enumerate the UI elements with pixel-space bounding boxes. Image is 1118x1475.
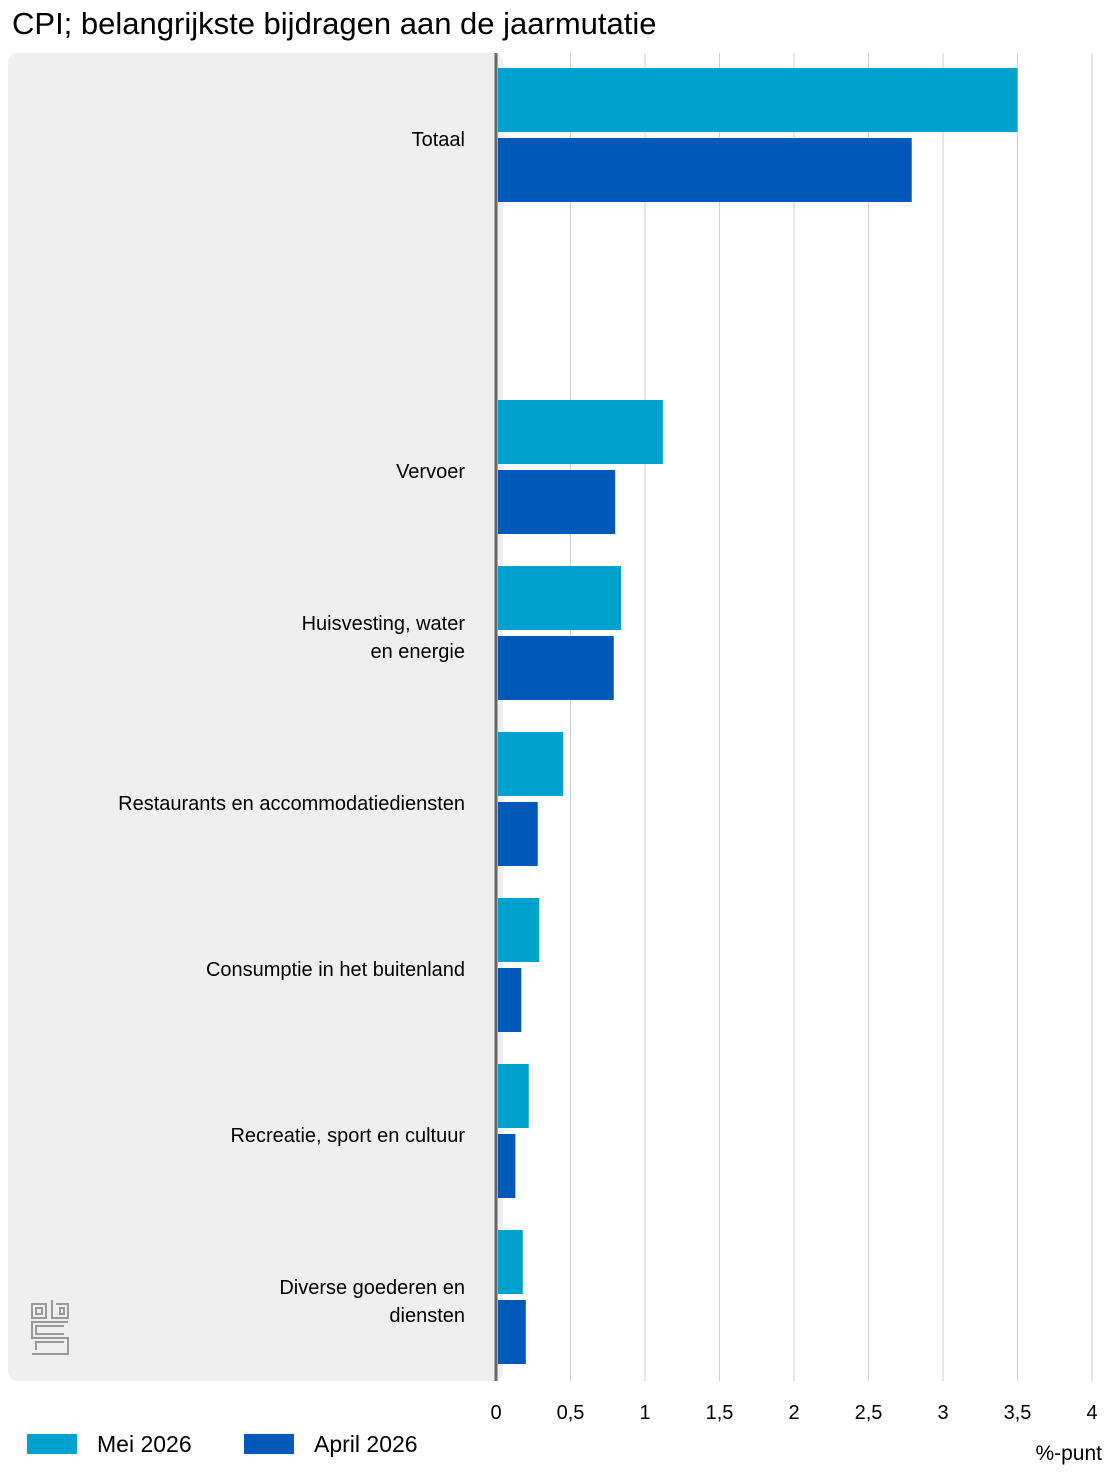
x-tick-labels: 0 0,5 1 1,5 2 2,5 3 3,5 4 [490, 1402, 1097, 1424]
category-label: en energie [370, 641, 465, 663]
category-label: Vervoer [396, 461, 465, 483]
bar [498, 68, 1018, 132]
category-label: diensten [389, 1305, 465, 1327]
legend-swatch [244, 1434, 294, 1454]
x-tick-label: 3,5 [1004, 1402, 1032, 1424]
bar [498, 566, 622, 630]
bar [498, 400, 663, 464]
bar [498, 968, 522, 1032]
category-labels: Totaal Vervoer Huisvesting, water en energi… [118, 129, 465, 1327]
bars [498, 68, 1018, 1364]
category-label: Huisvesting, water [302, 613, 466, 635]
bar [498, 1300, 526, 1364]
x-tick-label: 1 [639, 1402, 650, 1424]
legend-label: April 2026 [314, 1431, 418, 1457]
x-tick-label: 0,5 [557, 1402, 585, 1424]
x-tick-label: 2 [788, 1402, 799, 1424]
x-tick-label: 4 [1086, 1402, 1097, 1424]
bar [498, 138, 912, 202]
category-label: Consumptie in het buitenland [206, 959, 465, 981]
legend: Mei 2026 April 2026 [27, 1431, 418, 1457]
bar [498, 1064, 529, 1128]
category-label: Diverse goederen en [279, 1277, 465, 1299]
x-tick-label: 1,5 [706, 1402, 734, 1424]
legend-label: Mei 2026 [97, 1431, 192, 1457]
cbs-logo-icon [31, 1300, 69, 1355]
category-label: Restaurants en accommodatiediensten [118, 793, 465, 815]
bar [498, 1134, 516, 1198]
grid-lines [570, 53, 1093, 1381]
category-label: Totaal [412, 129, 465, 151]
x-tick-label: 3 [937, 1402, 948, 1424]
x-tick-label: 2,5 [855, 1402, 883, 1424]
chart-title: CPI; belangrijkste bijdragen aan de jaar… [12, 6, 657, 41]
bar [498, 1230, 523, 1294]
bar [498, 470, 616, 534]
x-axis-label: %-punt [1035, 1442, 1102, 1465]
bar [498, 636, 614, 700]
x-tick-label: 0 [490, 1402, 501, 1424]
bar [498, 732, 564, 796]
legend-swatch [27, 1434, 77, 1454]
category-label: Recreatie, sport en cultuur [230, 1125, 465, 1147]
category-panel [8, 53, 503, 1381]
bar [498, 802, 538, 866]
bar [498, 898, 540, 962]
